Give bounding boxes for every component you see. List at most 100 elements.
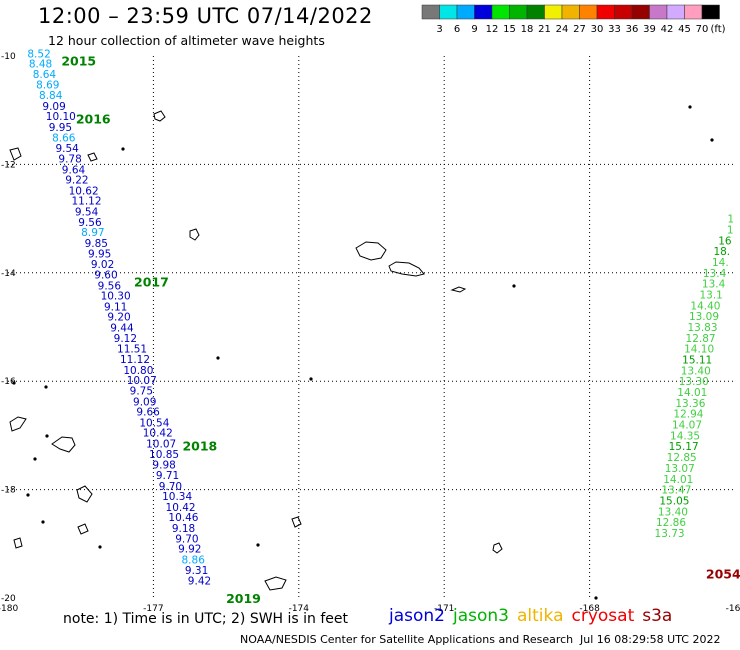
islet-dot (41, 520, 45, 524)
swh-value-jason2: 9.56 (78, 217, 102, 229)
swh-value-jason3: 13.73 (655, 528, 685, 540)
colorbar-legend: 3 6 9 12 15 18 21 24 27 30 33 36 39 42 45 70 (ft) (421, 4, 726, 35)
swh-value-jason2: 10.34 (162, 491, 192, 503)
colorbar-tick-label: 27 (573, 24, 586, 35)
colorbar-tick-label: 39 (643, 24, 656, 35)
islet-dot (121, 147, 125, 151)
swh-value-jason3: 13.40 (658, 506, 688, 518)
swh-value-jason3: 13.09 (689, 311, 719, 323)
swh-value-jason2: 8.69 (36, 80, 59, 92)
colorbar-tick-label: 18 (521, 24, 534, 35)
island-outlines (9, 110, 503, 591)
swh-value-jason3: 14.01 (663, 474, 693, 486)
longitude-tick-label: -168 (579, 604, 600, 614)
footer-note: note: 1) Time is in UTC; 2) SWH is in fe… (63, 611, 349, 627)
swh-value-jason3: 15.11 (682, 355, 712, 367)
page-title: 12:00 – 23:59 UTC 07/14/2022 (38, 4, 373, 28)
swh-value-jason3: 13.83 (687, 322, 717, 334)
swh-value-jason2: 9.95 (49, 122, 72, 134)
island-fiji-a (51, 436, 76, 453)
swh-value-jason3: 16 (718, 235, 732, 247)
swh-value-jason2: 11.12 (120, 354, 150, 366)
satellite-jason3: jason3 (453, 606, 509, 626)
swh-value-jason2: 9.22 (65, 175, 88, 187)
islet-dot (216, 356, 220, 360)
swh-value-jason2: 11.12 (71, 196, 101, 208)
island-fiji-c (76, 485, 93, 503)
satellite-s3a: s3a (642, 606, 673, 626)
islet-dot (33, 457, 37, 461)
latitude-tick-label: -16 (1, 377, 16, 387)
swh-value-jason2: 9.70 (175, 533, 198, 545)
swh-value-jason2: 8.84 (39, 90, 63, 102)
swh-value-jason2: 9.54 (75, 207, 99, 219)
colorbar-tick-label: 12 (486, 24, 499, 35)
swh-value-jason2: 9.64 (62, 164, 86, 176)
swh-value-jason3: 13.40 (681, 365, 711, 377)
swh-value-jason2: 9.85 (85, 238, 108, 250)
swh-value-jason2: 8.48 (29, 59, 52, 71)
colorbar-tick-label: 70 (696, 24, 709, 35)
swh-value-jason2: 9.44 (110, 323, 134, 335)
swh-value-jason3: 14.01 (677, 387, 707, 399)
swh-value-jason3: 1 (727, 224, 734, 236)
swh-value-jason2: 9.20 (107, 312, 130, 324)
colorbar-swatch (701, 4, 720, 20)
islet-dot (688, 105, 692, 109)
longitude-tick-label: -171 (434, 604, 454, 614)
latitude-tick-label: -20 (1, 594, 16, 604)
islet-dot (12, 381, 16, 385)
swh-value-jason2: 10.30 (101, 291, 131, 303)
swh-value-jason3: 14.35 (670, 430, 700, 442)
colorbar-tick-label: 24 (556, 24, 569, 35)
swh-value-jason2: 10.42 (143, 428, 173, 440)
islet-dot (26, 493, 30, 497)
small-islets (12, 105, 714, 600)
islet-dot (512, 284, 516, 288)
colorbar-tick-label: 15 (503, 24, 516, 35)
swh-value-jason3: 15.17 (669, 441, 699, 453)
altimeter-observations: 8.528.488.648.698.849.0910.109.958.669.5… (27, 48, 734, 587)
island-tonga-a (264, 576, 287, 591)
pass-time-labels: 2015 2016 2017 2018 2019 2054 (61, 53, 740, 606)
colorbar-tick-label: 9 (471, 24, 477, 35)
islet-dot (710, 138, 714, 142)
swh-value-jason2: 8.64 (33, 69, 57, 81)
swh-value-jason3: 14.07 (672, 420, 702, 432)
swh-value-jason2: 9.95 (88, 248, 111, 260)
satellite-legend: jason2 jason3 altika cryosat s3a (389, 606, 680, 626)
island-fiji-b (9, 416, 27, 432)
islet-dot (256, 543, 260, 547)
swh-value-jason2: 9.71 (156, 470, 179, 482)
swh-value-jason3: 12.85 (667, 452, 697, 464)
swh-value-jason3: 13.30 (679, 376, 709, 388)
islet-dot (594, 596, 598, 600)
island-niue (492, 542, 503, 554)
swh-value-jason3: 14. (712, 257, 729, 269)
swh-value-jason2: 9.78 (58, 153, 81, 165)
swh-value-jason2: 9.02 (91, 259, 114, 271)
swh-value-jason3: 13.1 (699, 289, 722, 301)
swh-value-jason3: 13.36 (675, 398, 705, 410)
islet-dot (45, 434, 49, 438)
swh-value-jason3: 14.10 (684, 344, 714, 356)
pass-time-label: 2015 (61, 53, 96, 68)
swh-value-jason2: 8.52 (27, 48, 50, 60)
island-north-a (9, 147, 22, 161)
islet-dot (309, 377, 313, 381)
swh-value-jason2: 8.66 (52, 132, 76, 144)
colorbar-tick-label: 33 (608, 24, 621, 35)
pass-time-label: 2019 (226, 591, 261, 606)
colorbar-tick-label: 6 (454, 24, 460, 35)
swh-value-jason2: 9.09 (42, 101, 65, 113)
swh-value-jason2: 9.18 (172, 523, 195, 535)
swh-value-jason2: 9.75 (130, 385, 153, 397)
satellite-cryosat: cryosat (571, 606, 635, 626)
colorbar-tick-label: 42 (661, 24, 674, 35)
swh-value-jason2: 9.31 (185, 565, 208, 577)
swh-value-jason2: 9.11 (104, 301, 127, 313)
island-fiji-d (77, 523, 89, 535)
axis-tick-labels: -180 -177 -174 -171 -168 -16 -10 -12 -14 -16 -18 -2… (0, 52, 740, 614)
island-wallis (189, 228, 200, 241)
